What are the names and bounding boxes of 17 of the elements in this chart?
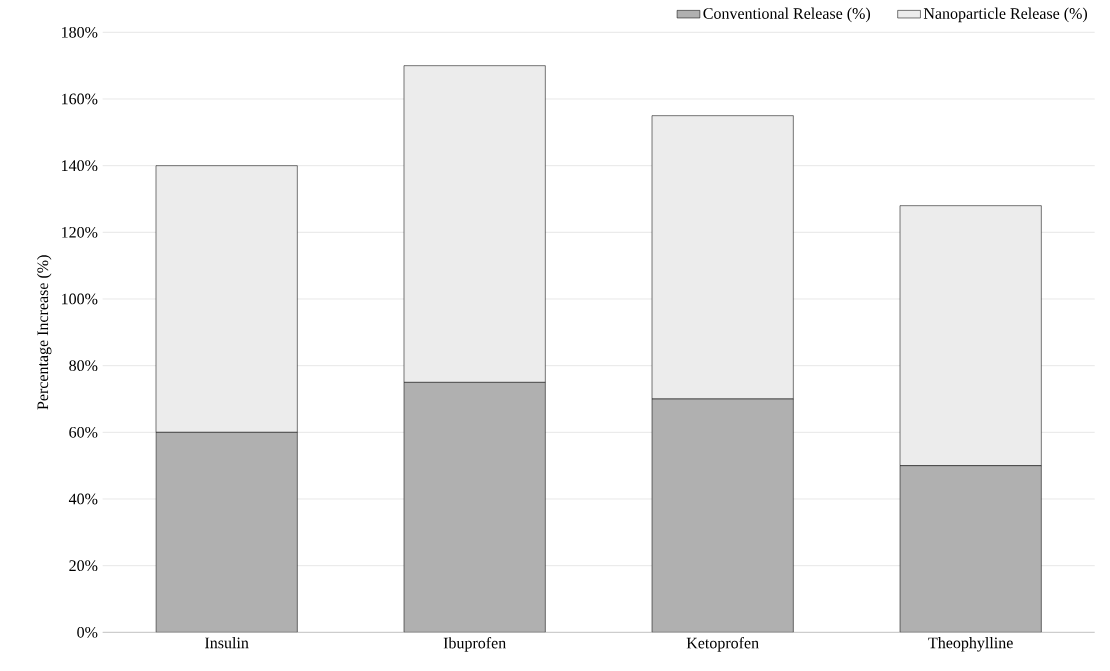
y-tick-label: 140%: [62, 160, 98, 172]
y-tick-label: 120%: [62, 226, 98, 238]
y-tick-label: 160%: [62, 93, 98, 105]
y-axis-title: Percentage Increase (%): [36, 255, 52, 410]
y-tick-label: 40%: [68, 493, 98, 505]
x-tick-label: Insulin: [205, 637, 249, 649]
legend-label: Nanoparticle Release (%): [923, 7, 1088, 23]
y-tick-label: 60%: [69, 426, 98, 438]
y-tick-label: 0%: [77, 626, 98, 638]
x-tick-label: Ibuprofen: [443, 637, 506, 652]
legend-label: Conventional Release (%): [703, 7, 871, 23]
x-tick-label: Theophylline: [928, 637, 1013, 652]
y-tick-label: 80%: [69, 360, 98, 372]
y-tick-label: 100%: [62, 293, 98, 305]
y-tick-label: 180%: [62, 26, 98, 38]
y-tick-label: 20%: [69, 560, 98, 572]
x-tick-label: Ketoprofen: [686, 637, 759, 652]
